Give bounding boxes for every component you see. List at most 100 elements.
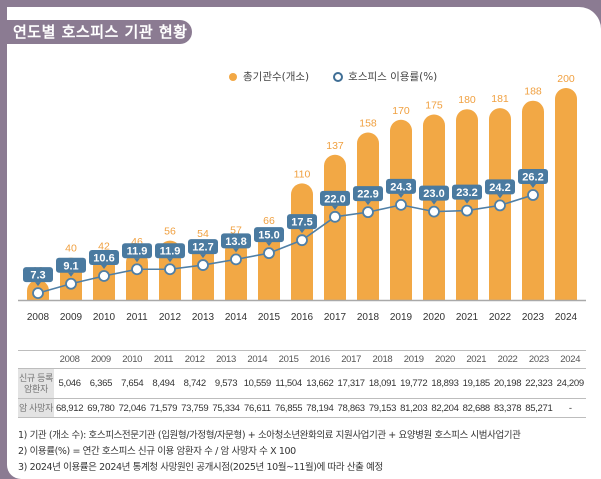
x-tick-label: 2010 [93,312,116,323]
line-label-box [122,243,152,259]
line-label-box [518,169,548,185]
line-point [197,259,209,271]
line-point [230,253,242,266]
table-cell: 76,855 [274,402,303,414]
table-cell: 24,209 [556,378,585,389]
bar-value-label: 54 [197,228,209,240]
line-value-label: 26.2 [522,172,543,184]
table-cell: 69,780 [87,402,115,414]
frame-top-border [0,0,601,7]
line-point [296,234,308,247]
table-header-cell: 2015 [278,354,299,365]
data-table: 2008 2009 2010 2011 2012 2013 2014 2015 2016 2017… [18,350,586,418]
table-header-cell: 2013 [216,354,237,365]
line-label-box [485,179,515,195]
table-header-row: 2008 2009 2010 2011 2012 2013 2014 2015 2016 2017… [18,350,586,369]
footnote: 2) 이용률(%) = 연간 호스피스 신규 이용 암환자 수 / 암 사망자 … [18,446,296,457]
line-label-pointer [299,229,305,234]
bar [126,251,148,300]
frame-left-border [0,0,7,479]
bar [192,242,214,300]
blue-ring-icon [333,71,344,82]
footnote: 1) 기관 (개소 수): 호스피스전문기관 (입원형/가정형/자문형) + 소… [18,430,521,441]
x-tick-label: 2014 [225,312,248,323]
x-tick-label: 2017 [324,312,347,323]
table-header-cell: 2020 [435,354,455,365]
x-tick-label: 2016 [291,312,314,323]
line-label-box [419,185,449,201]
table-cell: 81,203 [400,402,428,414]
table-header-cell: 2021 [466,354,487,365]
table-cell: 85,271 [525,402,553,414]
table-header-cell: 2017 [341,354,362,365]
bar [324,154,346,300]
table-cell: 9,573 [214,378,238,389]
row-header: 암 사망자 [18,398,54,418]
footnotes: 1) 기관 (개소 수): 호스피스전문기관 (입원형/가정형/자문형) + 소… [18,428,521,476]
x-tick-label: 2020 [423,312,446,323]
line-label-pointer [134,258,140,263]
table-header-cell: 2019 [403,354,424,365]
line-label-pointer [332,205,338,210]
table-cell: 8,742 [183,378,207,389]
table-cell: 17,317 [337,378,366,389]
line-value-label: 15.0 [258,230,279,242]
line-value-label: 9.1 [63,260,78,272]
line-value-label: 12.7 [192,242,213,254]
x-tick-label: 2021 [456,312,479,323]
line-label-box [320,190,350,206]
table-cell: 18,091 [368,378,397,389]
x-tick-label: 2022 [489,312,512,323]
x-tick-label: 2024 [555,312,578,323]
x-tick-label: 2015 [258,312,281,323]
line-point [527,189,539,201]
line-label-pointer [233,248,239,253]
line-label-pointer [398,193,404,198]
table-header-cell: 2012 [184,354,205,365]
line-label-pointer [35,282,41,287]
x-tick-label: 2013 [192,312,215,323]
line-value-label: 17.5 [291,217,312,229]
table-cell: 7,654 [121,378,144,389]
line-point [395,198,407,211]
line-value-label: 11.9 [160,246,181,258]
line-point [164,263,176,276]
table-header-cell: 2022 [497,354,518,365]
x-tick-label: 2011 [126,312,148,323]
legend-item-line: 호스피스 이용률(%) [333,69,437,84]
bar-value-label: 200 [557,73,575,85]
orange-dot-icon [229,72,237,81]
chart-legend: 총기관수(개소) 호스피스 이용률(%) [229,69,461,84]
table-cell: 8,494 [152,378,175,389]
table-cell: 73,759 [181,402,209,414]
line-point [362,206,374,219]
bar-value-label: 57 [230,225,242,237]
table-header-cell: 2014 [247,354,268,365]
table-header-cell: 2008 [59,354,80,365]
table-cell: 11,504 [275,378,302,389]
line-value-label: 24.3 [390,181,411,193]
line-value-label: 24.2 [489,182,510,194]
table-corner-cell [18,351,54,369]
line-label-box [155,243,185,259]
line-label-pointer [200,254,206,259]
table-cell: 76,611 [244,402,271,414]
bar-value-label: 158 [359,118,377,130]
bar [456,109,478,300]
table-cell: 20,198 [493,378,522,389]
bar-value-label: 170 [392,105,410,117]
table-row: 신규 등록 암환자 5,046 6,365 7,654 8,494 8,742 9,573 1… [18,368,586,399]
line-label-pointer [431,200,437,205]
line-label-box [254,227,284,243]
line-value-label: 22.0 [324,193,345,205]
bar-line-chart: 1920084020094220104620115620125420135720… [18,73,586,323]
table-cell: 22,323 [525,378,553,389]
table-cell: 71,579 [149,402,178,414]
line-label-pointer [68,272,74,277]
table-cell: 78,194 [306,402,334,414]
bar-value-label: 56 [164,226,176,238]
bar-value-label: 42 [98,240,110,252]
row-header: 신규 등록 암환자 [18,368,54,399]
table-cell: 18,893 [431,378,459,389]
line-point [65,277,77,290]
